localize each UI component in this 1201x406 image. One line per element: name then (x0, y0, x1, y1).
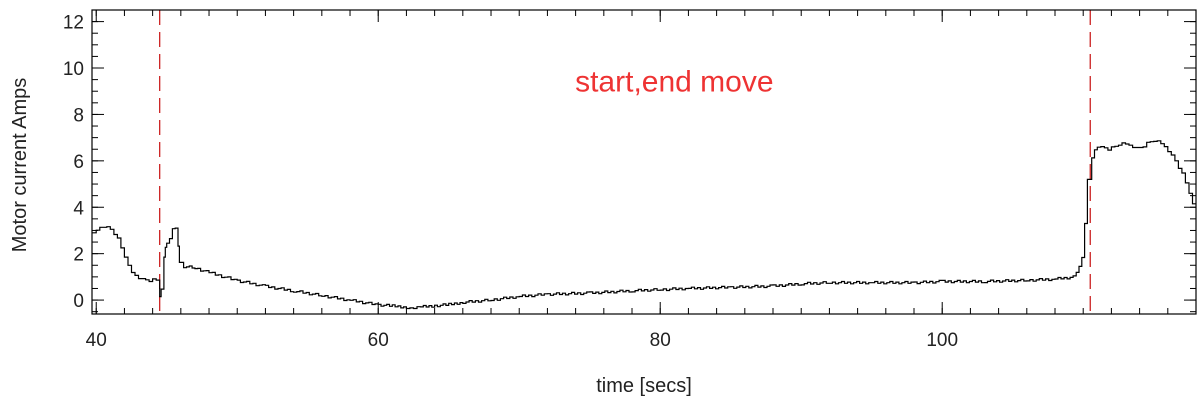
tick-labels: 40 60 80 100 0 2 4 6 8 10 12 (63, 13, 958, 351)
y-tick-label: 0 (73, 291, 84, 312)
x-tick-label: 40 (86, 330, 107, 351)
ticks-layer (92, 9, 1197, 314)
y-tick-label: 12 (63, 13, 84, 34)
annotation-label: start,end move (575, 66, 773, 99)
y-tick-label: 10 (63, 59, 84, 80)
x-tick-label: 80 (650, 330, 671, 351)
x-tick-label: 100 (926, 330, 958, 351)
y-tick-label: 4 (73, 198, 84, 219)
markers-layer (159, 10, 1091, 314)
plot-frame (91, 9, 1197, 315)
x-tick-label: 60 (368, 330, 389, 351)
y-tick-label: 8 (73, 105, 84, 126)
y-axis-title: Motor current Amps (9, 78, 31, 253)
y-tick-label: 2 (73, 245, 84, 266)
series-layer (92, 140, 1196, 310)
motor-current-line (92, 140, 1196, 310)
x-axis-title: time [secs] (596, 375, 692, 397)
y-tick-label: 6 (73, 152, 84, 173)
